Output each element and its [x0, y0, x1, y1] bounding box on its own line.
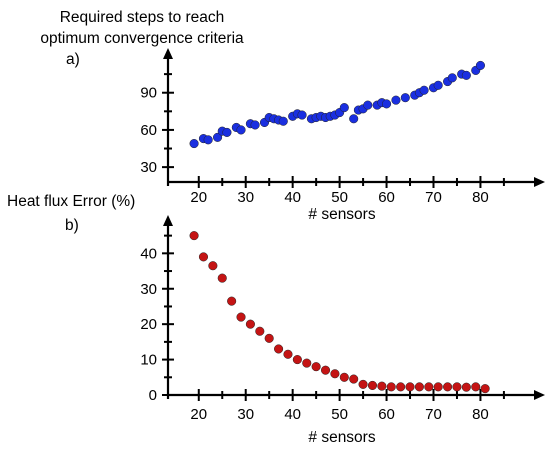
x-tick-label: 50	[331, 406, 348, 423]
data-point	[330, 369, 340, 379]
panel-a-title-line: Required steps to reach	[60, 9, 225, 26]
y-tick-label: 30	[140, 281, 157, 298]
y-tick-label: 0	[149, 387, 157, 404]
x-tick-label: 50	[331, 189, 348, 206]
data-point	[443, 382, 453, 392]
x-tick-label: 30	[237, 189, 254, 206]
data-point	[222, 127, 232, 137]
data-point	[283, 349, 293, 359]
data-point	[274, 344, 284, 354]
x-tick-label: 30	[237, 406, 254, 423]
data-point	[358, 379, 368, 389]
data-point	[227, 296, 237, 306]
data-point	[396, 382, 406, 392]
data-point	[480, 384, 490, 394]
data-point	[213, 132, 223, 142]
data-point	[255, 326, 265, 336]
data-point	[208, 261, 218, 271]
data-point	[217, 273, 227, 283]
x-tick-label: 80	[472, 189, 489, 206]
data-point	[461, 70, 471, 80]
data-point	[245, 319, 255, 329]
panel-b-title-line: Heat flux Error (%)	[7, 193, 135, 210]
y-tick-label: 60	[140, 122, 157, 139]
data-point	[236, 125, 246, 135]
y-axis-arrowhead	[163, 215, 173, 226]
x-tick-label: 60	[378, 406, 395, 423]
panel-a-chart: Required steps to reach optimum convergen…	[40, 9, 545, 223]
data-point	[433, 80, 443, 90]
data-point	[349, 374, 359, 384]
data-point	[386, 382, 396, 392]
data-point	[320, 365, 331, 375]
data-point	[405, 382, 415, 392]
data-point	[461, 382, 471, 392]
data-point	[400, 93, 410, 103]
data-point	[250, 120, 260, 130]
data-point	[382, 99, 392, 109]
panel-b-label: b)	[65, 217, 79, 234]
x-tick-label: 40	[284, 406, 301, 423]
data-point	[278, 116, 288, 126]
data-point	[189, 231, 199, 241]
panel-a-title-line: optimum convergence criteria	[40, 30, 244, 47]
data-point	[292, 355, 302, 365]
y-tick-label: 40	[140, 245, 157, 262]
data-point	[433, 382, 443, 392]
data-point	[189, 139, 199, 149]
data-point	[391, 95, 401, 105]
data-point	[419, 85, 429, 95]
y-tick-label: 20	[140, 316, 157, 333]
data-point	[475, 60, 485, 70]
data-point	[367, 380, 378, 390]
y-tick-label: 90	[140, 85, 157, 102]
data-point	[302, 358, 312, 368]
data-point	[452, 382, 462, 392]
data-point	[198, 252, 209, 262]
x-tick-label: 60	[378, 189, 395, 206]
x-tick-label: 20	[190, 406, 207, 423]
data-point	[264, 333, 274, 343]
data-point	[424, 382, 434, 392]
panel-b-chart: Heat flux Error (%) b) 20 30 40 50 60 70 80 0 10 20…	[7, 193, 545, 446]
data-point	[363, 100, 373, 110]
x-axis-label: # sensors	[308, 206, 375, 223]
x-axis-label: # sensors	[308, 429, 375, 446]
x-tick-label: 70	[425, 189, 442, 206]
x-axis-arrowhead	[534, 390, 545, 400]
x-tick-label: 70	[425, 406, 442, 423]
y-tick-label: 30	[140, 159, 157, 176]
data-point	[471, 382, 481, 392]
data-point	[377, 381, 387, 391]
data-point	[414, 382, 424, 392]
data-point	[236, 312, 246, 322]
data-point	[339, 103, 349, 113]
data-point	[311, 362, 321, 372]
data-point	[203, 135, 213, 145]
y-tick-label: 10	[140, 352, 157, 369]
data-point	[447, 73, 457, 83]
data-point	[297, 110, 307, 120]
x-tick-label: 20	[190, 189, 207, 206]
panel-a-label: a)	[66, 51, 80, 68]
data-point	[349, 114, 359, 124]
x-tick-label: 40	[284, 189, 301, 206]
x-tick-label: 80	[472, 406, 489, 423]
x-axis-arrowhead	[534, 177, 545, 187]
data-point	[339, 372, 349, 382]
y-axis-arrowhead	[163, 48, 173, 59]
